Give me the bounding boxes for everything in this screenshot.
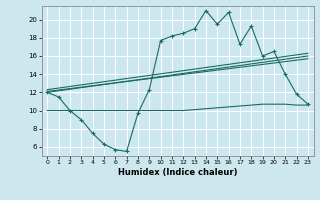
X-axis label: Humidex (Indice chaleur): Humidex (Indice chaleur) [118, 168, 237, 177]
